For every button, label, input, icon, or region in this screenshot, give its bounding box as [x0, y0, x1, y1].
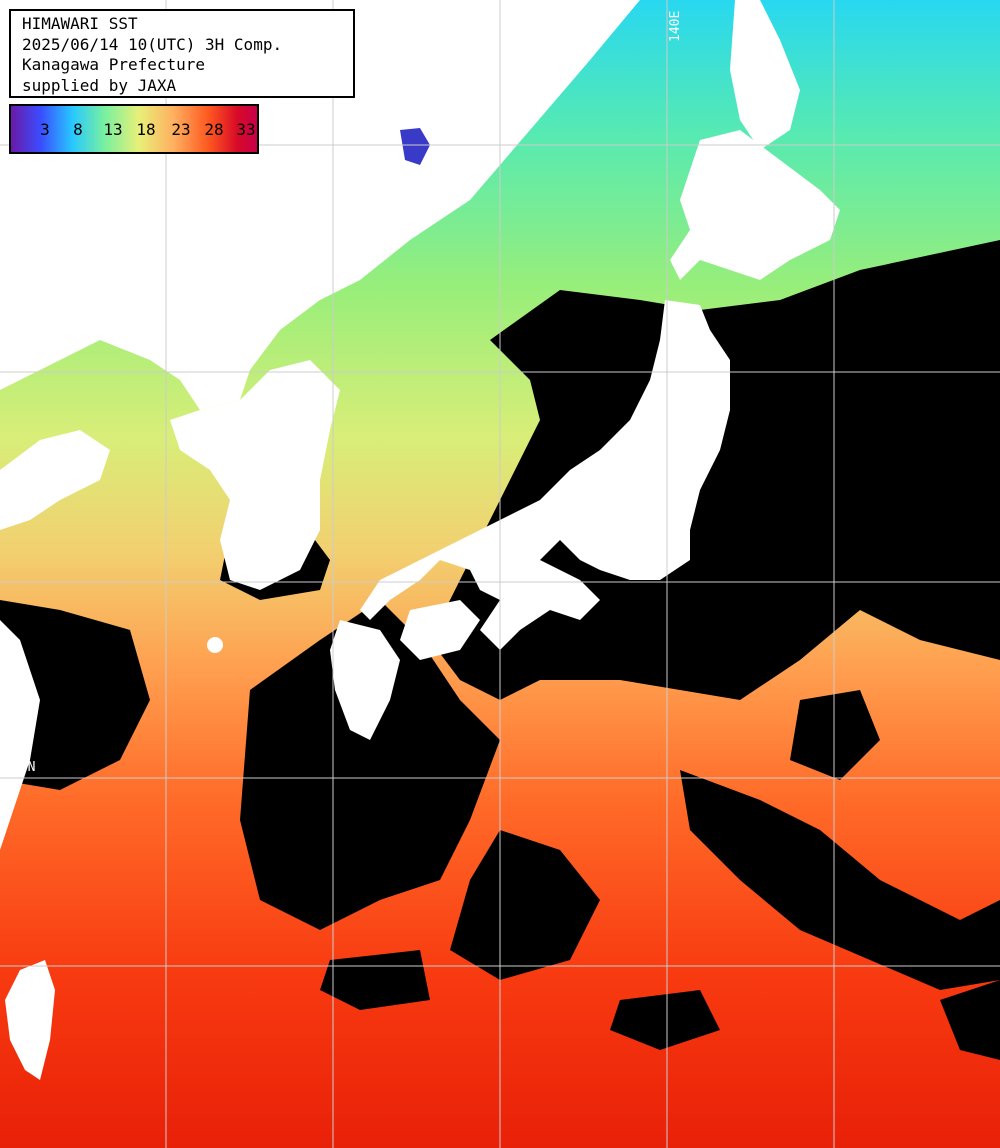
- legend-tick: 8: [73, 120, 83, 139]
- legend-tick: 18: [136, 120, 156, 139]
- legend-colorbar: [11, 106, 257, 152]
- legend-tick: 33: [236, 120, 256, 139]
- lat-label-30n: 30N: [12, 760, 36, 775]
- map-title: HIMAWARI SST: [22, 14, 138, 33]
- legend-tick: 28: [204, 120, 224, 139]
- map-datetime: 2025/06/14 10(UTC) 3H Comp.: [22, 34, 283, 54]
- legend-tick: 3: [40, 120, 50, 139]
- legend-tick: 13: [103, 120, 123, 139]
- temperature-legend: 3 8 13 18 23 28 33: [9, 104, 259, 154]
- lon-label-140e: 140E: [668, 10, 683, 42]
- legend-tick: 23: [171, 120, 191, 139]
- map-info-box: HIMAWARI SST 2025/06/14 10(UTC) 3H Comp.…: [9, 9, 355, 98]
- lat-label-40n: 40N: [12, 352, 36, 367]
- cold-water-patch: [400, 128, 430, 165]
- map-region: Kanagawa Prefecture: [22, 55, 206, 74]
- land-mask: [0, 0, 840, 1080]
- map-credit: supplied by JAXA: [22, 75, 177, 95]
